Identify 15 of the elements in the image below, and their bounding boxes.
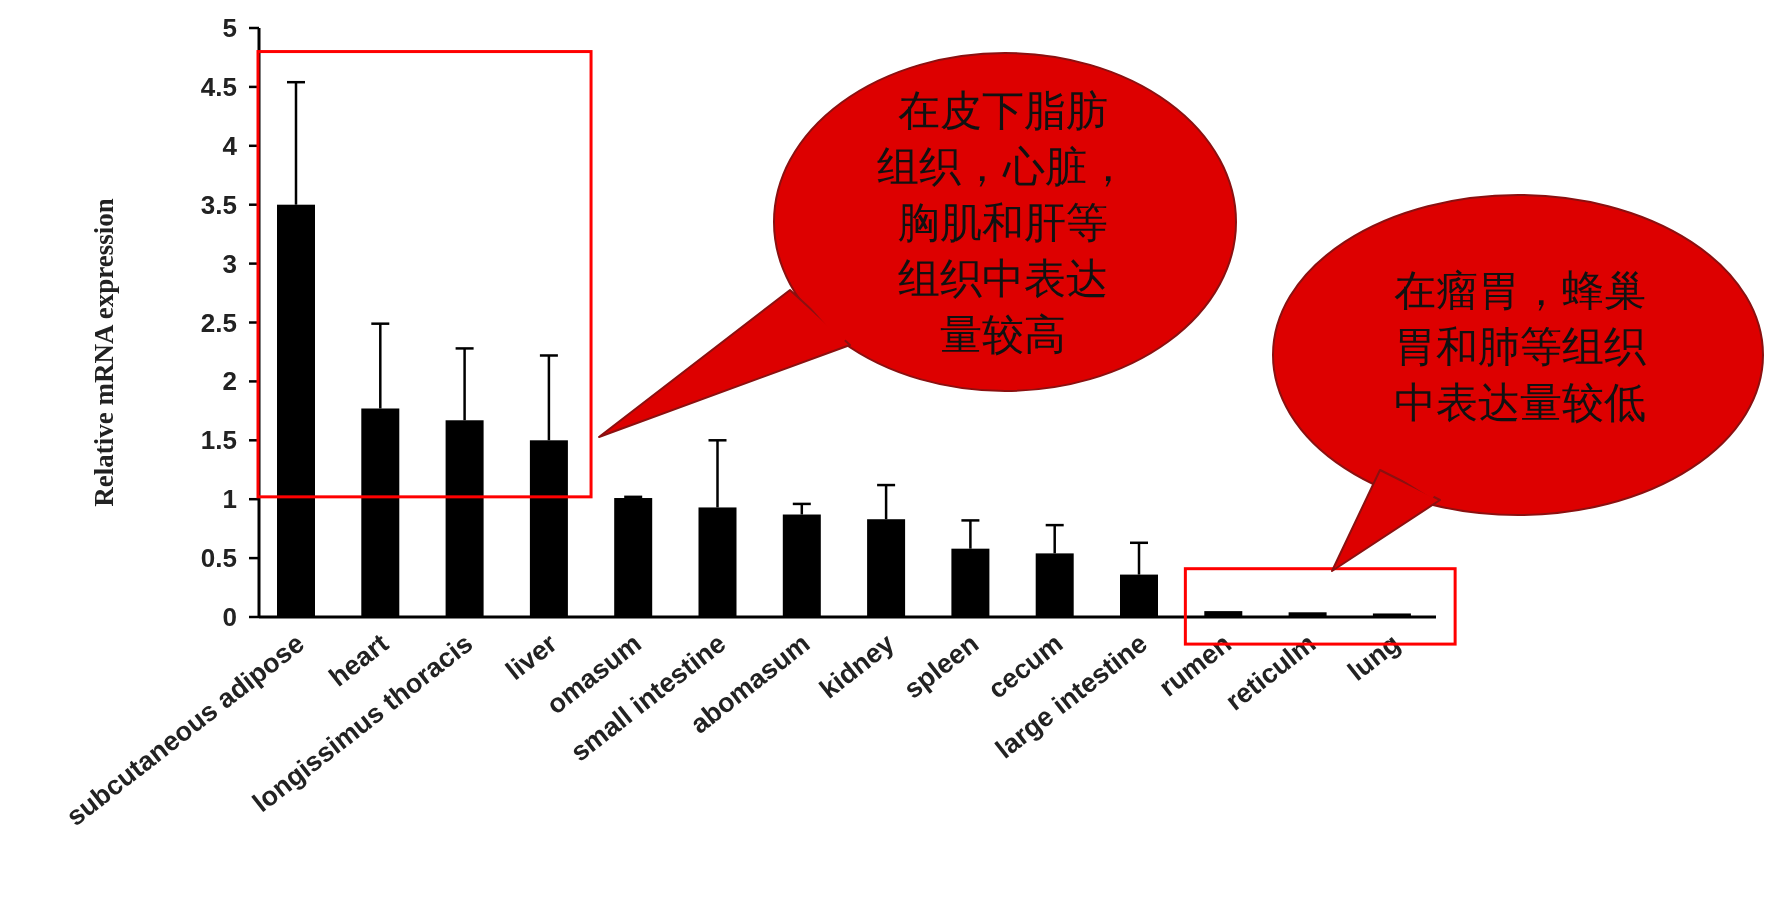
y-tick-label: 2 [222,366,237,397]
y-tick-label: 3.5 [200,189,237,220]
y-axis-title: Relative mRNA expression [89,198,119,507]
y-tick-label: 1 [222,484,237,515]
y-tick-label: 4.5 [200,71,237,102]
y-tick-label: 0 [222,602,237,632]
x-tick-label: lung [1342,628,1406,687]
y-tick-label: 1.5 [200,425,237,456]
y-tick-label: 3 [222,248,237,279]
y-tick-label: 2.5 [200,307,237,338]
annotation: 在瘤胃，蜂巢胃和肺等组织中表达量较低 [1394,267,1646,426]
annotation: 在皮下脂肪组织，心脏，胸肌和肝等组织中表达量较高 [877,87,1129,358]
y-tick-label: 5 [222,13,237,43]
y-tick-label: 0.5 [200,543,237,574]
y-tick-label: 4 [222,130,238,161]
